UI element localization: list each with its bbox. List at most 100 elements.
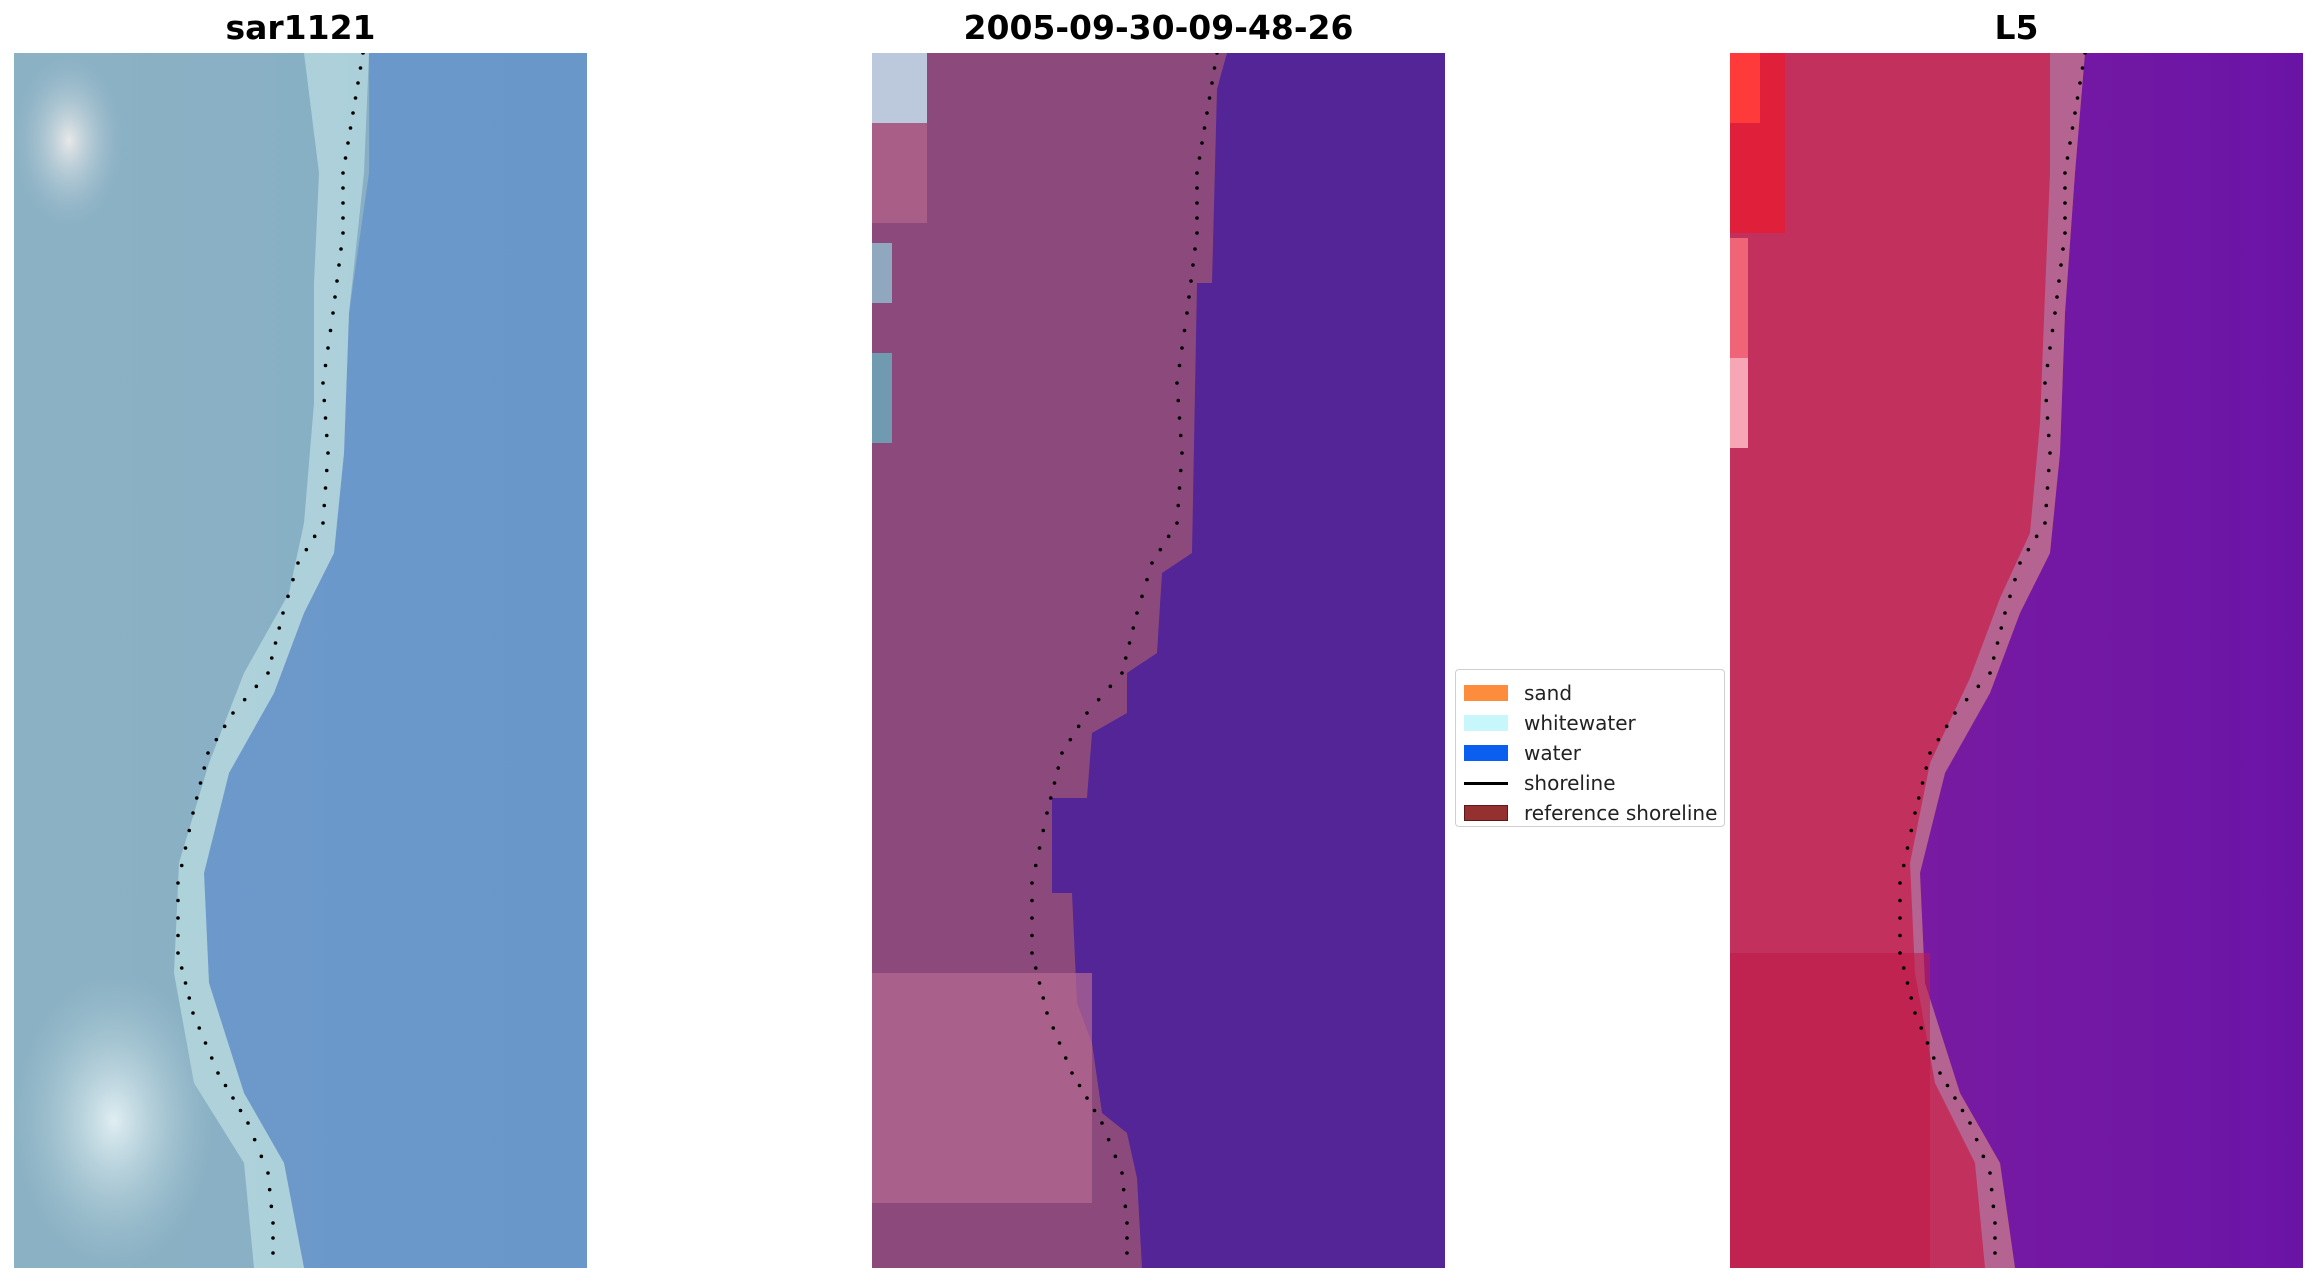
- water-swatch: [1464, 745, 1508, 761]
- shoreline-point: [1919, 1026, 1924, 1030]
- shoreline-point: [353, 96, 358, 100]
- shoreline-point: [271, 1236, 275, 1240]
- shoreline-point: [183, 981, 188, 985]
- shoreline-point: [1913, 1011, 1917, 1015]
- shoreline-point: [1197, 156, 1202, 160]
- shoreline-point: [1123, 656, 1128, 660]
- shoreline-point: [1909, 996, 1914, 1000]
- shoreline-point: [203, 1041, 208, 1045]
- shoreline-point: [1177, 363, 1182, 368]
- legend-label: sand: [1524, 681, 1573, 705]
- shoreline-point: [1180, 346, 1184, 350]
- shoreline-point: [271, 1221, 275, 1225]
- shoreline-point: [1037, 981, 1042, 985]
- shoreline-point: [176, 933, 180, 938]
- shoreline-point: [176, 881, 180, 885]
- shoreline-point: [1092, 1108, 1097, 1113]
- shoreline-point: [1033, 863, 1038, 868]
- legend-item-shoreline: shoreline: [1464, 768, 1716, 798]
- shoreline-point: [361, 53, 365, 55]
- shoreline-point: [358, 66, 363, 70]
- shoreline-point: [2080, 66, 2085, 70]
- shoreline-point: [2063, 186, 2067, 190]
- shoreline-point: [1120, 671, 1124, 675]
- shoreline-point: [1030, 933, 1034, 938]
- shoreline-point: [286, 594, 290, 599]
- shoreline-point: [191, 1011, 195, 1015]
- shoreline-point: [326, 451, 330, 455]
- shoreline-point: [1991, 1204, 1996, 1209]
- shoreline-point: [1938, 1071, 1942, 1075]
- shoreline-point: [1120, 1171, 1124, 1175]
- shoreline-point: [1085, 1096, 1089, 1100]
- shoreline-point: [343, 156, 348, 160]
- shoreline-point: [1953, 711, 1957, 715]
- shoreline-point: [333, 295, 337, 299]
- shoreline-point: [1974, 1137, 1979, 1142]
- shoreline-point: [1210, 81, 1214, 85]
- shoreline-point: [176, 951, 180, 955]
- shoreline-point: [197, 1026, 202, 1030]
- shoreline-point: [1189, 279, 1193, 283]
- shoreline-point: [1030, 951, 1034, 955]
- shoreline-point: [1215, 53, 1219, 55]
- shoreline-point: [1135, 611, 1139, 615]
- index-image: [1730, 53, 2303, 1268]
- shoreline-point: [252, 1137, 257, 1142]
- shoreline-point: [1193, 247, 1197, 251]
- shoreline-point: [1076, 724, 1081, 729]
- index-image-panel: [1730, 53, 2303, 1268]
- shoreline-point: [1953, 1096, 1957, 1100]
- shoreline-point: [1060, 751, 1064, 755]
- shoreline-point: [1916, 796, 1921, 800]
- shoreline-point: [269, 1204, 274, 1209]
- shoreline-point: [1176, 398, 1181, 403]
- shoreline-point: [1070, 1071, 1074, 1075]
- shoreline-point: [351, 111, 355, 115]
- shoreline-point: [2013, 577, 2017, 582]
- shoreline-point: [187, 828, 192, 833]
- shoreline-point: [2043, 521, 2047, 525]
- shoreline-point: [1191, 263, 1195, 267]
- shoreline-point: [2034, 534, 2039, 539]
- shoreline-point: [1150, 561, 1154, 565]
- shoreline-point: [2068, 141, 2072, 145]
- shoreline-point: [1085, 711, 1089, 715]
- shoreline-point: [1178, 468, 1183, 473]
- shoreline-point: [341, 186, 345, 190]
- shoreline-point: [1185, 311, 1189, 315]
- shoreline-point: [2050, 328, 2055, 333]
- shoreline-point: [269, 656, 274, 660]
- shoreline-point: [2043, 381, 2047, 385]
- shoreline-point: [273, 641, 278, 645]
- shoreline-point: [1205, 111, 1209, 115]
- shoreline-point: [341, 216, 345, 220]
- shoreline-points: [1898, 53, 2087, 1255]
- shoreline-point: [323, 486, 328, 490]
- shoreline-point: [1944, 724, 1949, 729]
- shoreline-point: [1924, 766, 1929, 770]
- shoreline-point: [1999, 626, 2004, 630]
- shoreline-point: [183, 846, 188, 850]
- shoreline-point: [1901, 863, 1906, 868]
- shoreline-point: [2057, 279, 2061, 283]
- shoreline-point: [1123, 1204, 1128, 1209]
- shoreline-point: [1981, 1154, 1986, 1159]
- legend-item-water: water: [1464, 738, 1716, 768]
- shoreline-point: [216, 1071, 220, 1075]
- shoreline-point: [1898, 881, 1902, 885]
- shoreline-point: [198, 781, 203, 785]
- legend-item-reference-shoreline: reference shoreline: [1464, 798, 1717, 828]
- shoreline-point: [187, 996, 192, 1000]
- shoreline-point: [191, 811, 195, 815]
- shoreline-point: [238, 1108, 243, 1113]
- shoreline-point: [242, 697, 247, 702]
- shoreline-point: [259, 1154, 264, 1159]
- reference-shoreline-swatch: [1464, 805, 1508, 821]
- shoreline-point: [1125, 1221, 1129, 1225]
- shoreline-point: [1176, 503, 1181, 508]
- whitewater-swatch: [1464, 715, 1508, 731]
- shoreline-point: [321, 521, 325, 525]
- shoreline-point: [1909, 828, 1914, 833]
- shoreline-point: [324, 468, 329, 473]
